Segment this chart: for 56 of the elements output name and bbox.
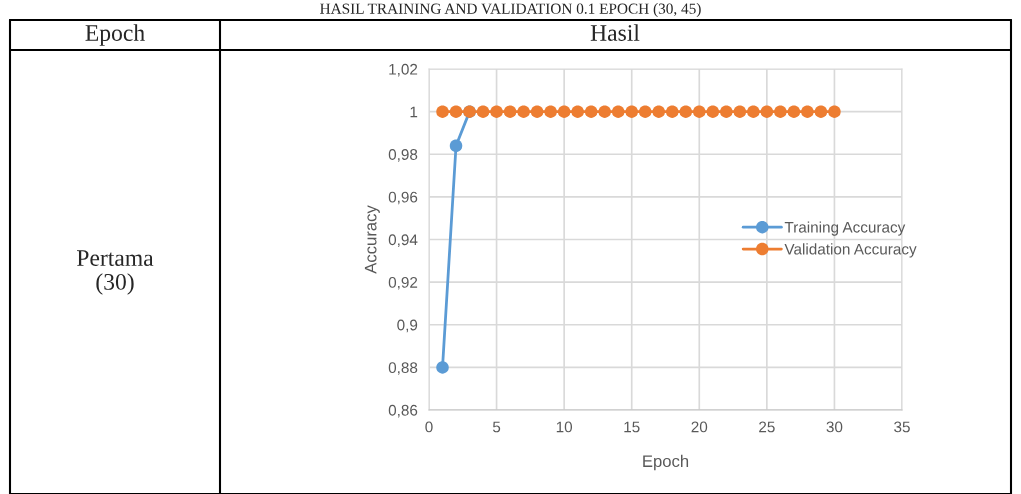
point (476, 105, 490, 118)
text: Pertama (30) (77, 250, 154, 295)
y-tick-label: 0,92 (388, 276, 418, 290)
x-tick-label: 20 (691, 421, 708, 433)
y-tick-label: 0,9 (397, 319, 418, 333)
text: Epoch (85, 24, 145, 46)
y-tick-label: 0,88 (388, 362, 418, 375)
point (801, 105, 814, 118)
point (449, 139, 463, 152)
point (436, 105, 449, 118)
y-tick-label: 0,96 (388, 191, 418, 205)
y-tick-label: 1 (410, 106, 418, 118)
point (584, 105, 598, 118)
point (774, 105, 787, 118)
point (557, 105, 571, 118)
point (720, 105, 733, 118)
point (449, 105, 463, 118)
legend-label: Training Accuracy (784, 221, 906, 236)
y-axis-title: Accuracy (364, 205, 380, 274)
legend-label: Validation Accuracy (784, 243, 917, 258)
point (638, 105, 652, 118)
point (611, 105, 625, 118)
x-tick-label: 15 (624, 421, 640, 433)
point (666, 105, 679, 118)
point (693, 105, 706, 118)
point (517, 105, 530, 118)
point (679, 105, 693, 118)
point (625, 105, 638, 118)
point (706, 105, 720, 118)
text: Hasil (590, 24, 640, 41)
point (598, 105, 611, 118)
point (530, 105, 544, 118)
x-tick-label: 10 (556, 421, 573, 433)
point (828, 105, 841, 118)
point (571, 105, 584, 118)
y-tick-label: 1,02 (389, 63, 418, 77)
point (503, 105, 517, 118)
chart-title: HASIL TRAINING AND VALIDATION 0.1 EPOCH (30, 45) (320, 3, 701, 17)
x-tick-label: 5 (492, 421, 501, 433)
point (544, 105, 557, 118)
y-tick-label: 0,98 (388, 149, 418, 162)
point (652, 105, 665, 118)
y-tick-label: 0,86 (388, 404, 418, 418)
x-tick-label: 35 (894, 421, 910, 433)
point (490, 105, 503, 118)
point (814, 105, 828, 118)
point (747, 105, 760, 118)
point (733, 105, 747, 118)
point (787, 105, 801, 118)
x-tick-label: 0 (425, 421, 433, 433)
point (436, 361, 449, 374)
point (760, 105, 774, 118)
y-tick-label: 0,94 (388, 234, 418, 247)
x-tick-label: 30 (826, 421, 843, 433)
x-axis-title: Epoch (643, 454, 689, 471)
x-tick-label: 25 (759, 421, 775, 433)
